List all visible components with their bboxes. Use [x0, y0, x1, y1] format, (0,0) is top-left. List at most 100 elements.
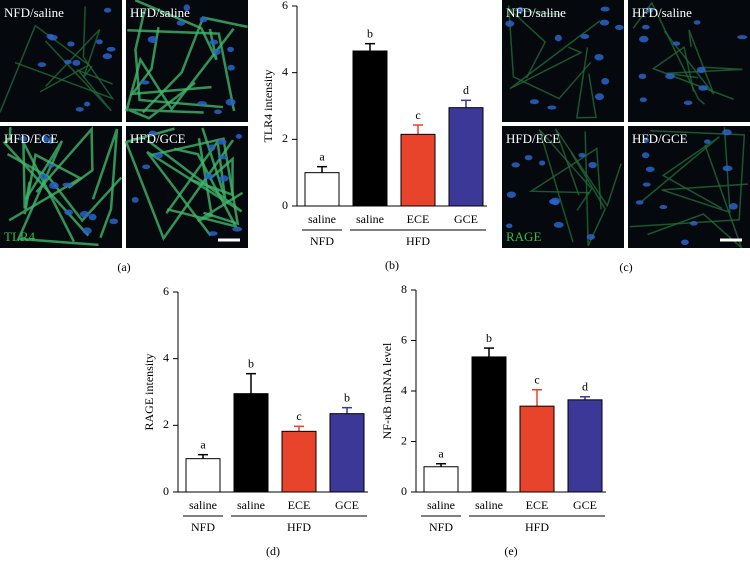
- panel-label: (b): [385, 258, 399, 272]
- bar: [471, 356, 507, 493]
- nucleus: [594, 53, 604, 61]
- membrane-signal: [641, 136, 723, 210]
- nucleus: [506, 191, 516, 198]
- nucleus: [554, 34, 562, 42]
- y-tick-label: 4: [401, 383, 407, 397]
- bar: [423, 466, 459, 493]
- y-tick-label: 6: [282, 0, 288, 12]
- group-label: NFD: [429, 520, 453, 534]
- micrograph: [628, 126, 750, 248]
- significance-letter: d: [582, 380, 588, 394]
- significance-letter: b: [486, 331, 492, 345]
- y-tick-label: 4: [282, 64, 288, 78]
- x-tick-label: GCE: [335, 498, 359, 512]
- y-tick-label: 6: [401, 332, 407, 346]
- significance-letter: b: [367, 26, 373, 40]
- tile-label: HFD/ECE: [4, 131, 58, 146]
- nucleus: [639, 97, 647, 103]
- nucleus: [75, 107, 84, 112]
- membrane-signal: [632, 1, 705, 105]
- x-tick-label: saline: [189, 498, 217, 512]
- membrane-signal: [16, 140, 99, 247]
- nucleus: [665, 73, 675, 80]
- y-axis-label: TLR4 intensity: [261, 70, 275, 143]
- nucleus: [659, 205, 668, 210]
- significance-letter: b: [248, 356, 254, 370]
- nucleus: [64, 59, 72, 65]
- y-tick-label: 4: [163, 350, 169, 364]
- membrane-signal: [507, 5, 592, 100]
- nucleus: [142, 164, 151, 170]
- bar: [329, 413, 365, 493]
- nucleus: [722, 129, 732, 136]
- nucleus: [722, 165, 733, 172]
- nucleus: [46, 33, 54, 39]
- nucleus: [506, 223, 513, 229]
- nucleus: [645, 166, 655, 172]
- nucleus: [599, 19, 610, 26]
- nucleus: [594, 93, 604, 101]
- nucleus: [19, 135, 27, 142]
- panel-label: (c): [619, 260, 632, 274]
- nucleus: [641, 152, 650, 159]
- tile-label: HFD/ECE: [506, 131, 560, 146]
- nucleus: [82, 227, 92, 235]
- panel-label: (a): [117, 260, 130, 274]
- group-label: NFD: [310, 234, 334, 248]
- nucleus: [639, 35, 649, 43]
- nucleus: [204, 173, 214, 180]
- bar: [519, 405, 555, 493]
- stain-label: TLR4: [4, 229, 36, 244]
- panel-label: (e): [504, 544, 517, 558]
- nucleus: [524, 154, 533, 161]
- nucleus: [696, 66, 706, 74]
- bar: [185, 458, 221, 493]
- stain-label: RAGE: [506, 229, 541, 244]
- significance-letter: d: [463, 83, 469, 97]
- significance-letter: b: [344, 390, 350, 404]
- nucleus: [208, 231, 218, 236]
- tile-label: HFD/GCE: [130, 131, 186, 146]
- nucleus: [148, 130, 157, 137]
- nucleus: [217, 155, 228, 160]
- membrane-signal: [165, 127, 227, 214]
- nucleus: [225, 98, 236, 106]
- membrane-signal: [663, 29, 715, 95]
- nucleus: [645, 7, 654, 13]
- nucleus: [737, 35, 748, 40]
- membrane-signal: [150, 137, 240, 226]
- nucleus: [517, 6, 524, 14]
- x-tick-label: saline: [308, 212, 336, 226]
- x-tick-label: ECE: [526, 498, 549, 512]
- nucleus: [600, 6, 610, 12]
- x-tick-label: saline: [475, 498, 503, 512]
- tile-label: HFD/saline: [632, 5, 692, 20]
- nucleus: [106, 46, 116, 52]
- nucleus: [131, 197, 139, 203]
- nucleus: [208, 144, 216, 152]
- nucleus: [547, 105, 557, 110]
- nucleus: [672, 41, 681, 46]
- y-tick-label: 0: [163, 484, 169, 498]
- tile-label: HFD/saline: [130, 5, 190, 20]
- nucleus: [103, 7, 112, 13]
- nucleus: [154, 152, 163, 159]
- x-tick-label: ECE: [288, 498, 311, 512]
- x-tick-label: saline: [237, 498, 265, 512]
- group-label: HFD: [525, 520, 549, 534]
- group-label: HFD: [406, 234, 430, 248]
- nucleus: [102, 53, 113, 60]
- nucleus: [41, 135, 49, 143]
- y-tick-label: 2: [282, 131, 288, 145]
- nucleus: [227, 46, 235, 53]
- nucleus: [140, 80, 150, 85]
- x-tick-label: GCE: [454, 212, 478, 226]
- bar: [233, 393, 269, 493]
- membrane-signal: [127, 29, 236, 111]
- nucleus: [84, 101, 91, 107]
- micrograph: [502, 126, 624, 248]
- group-label: HFD: [287, 520, 311, 534]
- nucleus: [213, 109, 222, 115]
- nucleus: [505, 20, 515, 27]
